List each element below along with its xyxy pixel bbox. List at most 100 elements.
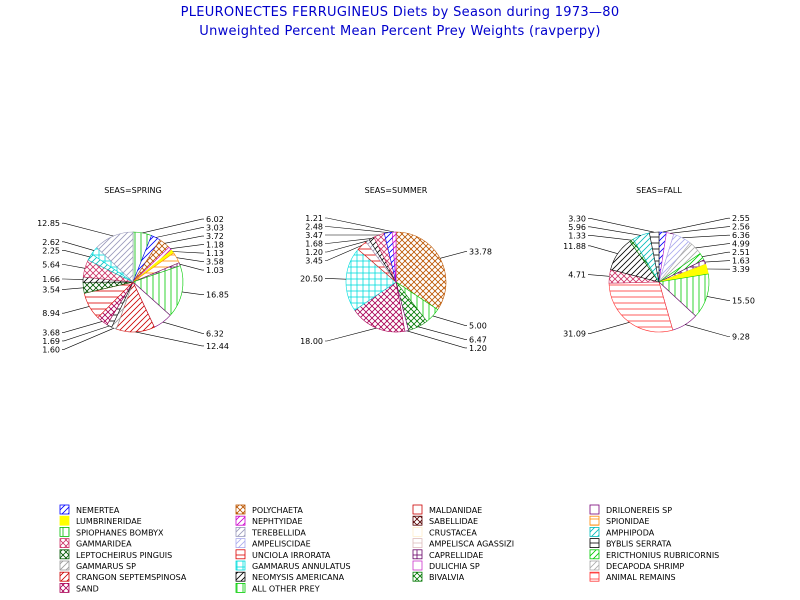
legend-swatch [235,549,246,560]
legend-swatch [589,527,600,537]
leader-line [62,264,85,269]
legend-swatch [59,515,70,526]
legend-label: ERICTHONIUS RUBRICORNIS [606,551,719,560]
slice-value-label: 3.03 [206,224,224,233]
legend-item-gammarus-sp: GAMMARUS SP [59,560,136,571]
leader-line [588,274,610,277]
slice-value-label: 3.47 [305,231,323,240]
legend-item-sabellidae: SABELLIDAE [412,515,478,526]
legend-swatch [412,538,423,548]
legend-swatch [235,560,246,571]
slice-value-label: 4.99 [732,240,750,249]
leader-line [62,222,114,237]
legend-swatch [235,527,246,537]
pie-seas-summer: SEAS=SUMMER33.785.006.471.201.212.483.47… [300,186,492,353]
slice-value-label: 1.20 [469,344,487,353]
legend-swatch [235,538,246,548]
slice-value-label: 1.60 [42,345,60,354]
slice-value-label: 33.78 [469,248,492,257]
legend-item-dulichia-sp: DULICHIA SP [412,560,480,571]
legend-swatch [412,527,423,537]
chart-title: PLEURONECTES FERRUGINEUS Diets by Season… [180,5,620,20]
slice-value-label: 2.62 [42,238,60,247]
slice-value-label: 1.33 [568,231,586,240]
legend-item-nemertea: NEMERTEA [59,504,120,515]
leader-line [135,331,204,347]
slice-value-label: 15.50 [732,296,755,305]
legend-label: LEPTOCHEIRUS PINGUIS [76,551,172,560]
legend-label: CRANGON SEPTEMSPINOSA [76,573,187,582]
legend-label: DECAPODA SHRIMP [606,562,684,571]
leader-line [325,327,377,342]
legend-item-lumbrineridae: LUMBRINERIDAE [59,515,142,526]
slice-value-label: 12.85 [37,219,60,228]
legend-swatch [412,560,423,571]
legend-item-unciola-irrorata: UNCIOLA IRRORATA [235,549,331,560]
slice-value-label: 8.94 [42,309,60,318]
pie-seas-spring: SEAS=SPRING 6.023.033.721.181.133.581.03 1… [37,186,229,354]
leader-line [162,321,204,334]
legend-label: AMPELISCA AGASSIZI [429,540,514,549]
leader-line [588,322,630,334]
legend-swatch [589,549,600,560]
legend-swatch [59,583,70,593]
legend-swatch [412,515,423,526]
legend-label: SAND [76,584,99,593]
legend-label: SABELLIDAE [429,517,478,526]
legend-label: CAPRELLIDAE [429,551,483,560]
legend-item-ampeliscidae: AMPELISCIDAE [235,538,311,549]
slice-value-label: 1.69 [42,337,60,346]
leader-line [142,218,204,234]
legend-item-amphipoda: AMPHIPODA [589,527,655,537]
legend-item-terebellida: TEREBELLIDA [235,527,306,537]
legend-item-all-other-prey: ALL OTHER PREY [235,583,320,593]
slice-value-label: 6.47 [469,335,487,344]
leader-line [682,234,730,239]
legend-item-gammarus-annulatus: GAMMARUS ANNULATUS [235,560,351,571]
legend-item-ericthonius-rubricornis: ERICTHONIUS RUBRICORNIS [589,549,719,560]
leader-line [179,263,204,271]
slice-value-label: 3.58 [206,258,224,267]
legend-label: BIVALVIA [429,573,465,582]
slice-value-label: 3.30 [568,214,586,223]
legend-swatch [59,560,70,571]
leader-line [670,226,730,234]
slice-value-label: 2.51 [732,248,750,257]
leader-line [62,306,90,314]
slice-value-label: 6.02 [206,215,224,224]
slice-value-label: 1.13 [206,249,224,258]
leader-line [588,235,632,241]
legend-swatch [589,560,600,571]
legend: NEMERTEA POLYCHAETA MALDANIDAE DRILONEREIS … [59,504,719,593]
leader-line [588,245,618,254]
legend-swatch [235,515,246,526]
legend-label: GAMMARIDEA [76,540,132,549]
leader-line [62,327,115,350]
slice-value-label: 11.88 [563,242,586,251]
legend-swatch [235,571,246,582]
pie-title: SEAS=FALL [636,186,682,195]
legend-swatch [589,571,600,582]
slice-value-label: 6.32 [206,329,224,338]
leader-line [325,226,389,233]
slice-value-label: 2.55 [732,214,750,223]
legend-item-leptocheirus-pinguis: LEPTOCHEIRUS PINGUIS [59,549,172,560]
legend-label: CRUSTACEA [429,528,477,537]
legend-label: GAMMARUS SP [76,562,136,571]
legend-item-gammaridea: GAMMARIDEA [59,538,132,549]
leader-line [706,296,730,301]
slice-value-label: 1.03 [206,266,224,275]
slice-value-label: 3.54 [42,285,60,294]
leader-line [164,235,204,244]
legend-item-crangon-septemspinosa: CRANGON SEPTEMSPINOSA [59,571,187,582]
slice-value-label: 1.68 [305,240,323,249]
leader-line [325,240,368,253]
leader-line [702,251,730,257]
slice-value-label: 5.00 [469,321,487,330]
slice-value-label: 1.21 [305,214,323,223]
slice-value-label: 1.66 [42,275,60,284]
legend-swatch [59,538,70,548]
slice-value-label: 1.63 [732,257,750,266]
legend-swatch [412,571,423,582]
